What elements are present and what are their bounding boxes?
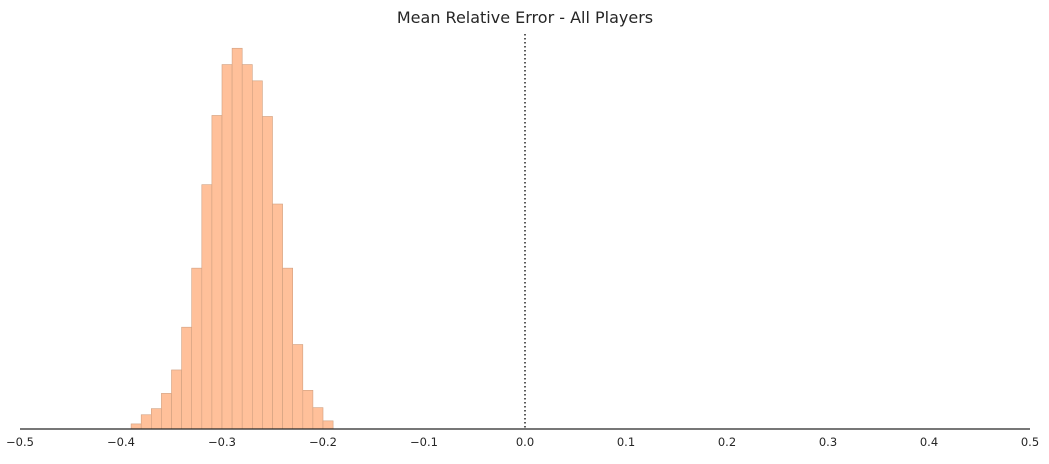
histogram-bar	[140, 414, 152, 430]
histogram-bar	[130, 423, 142, 430]
histogram-bar	[151, 408, 162, 430]
histogram-bar	[252, 80, 263, 430]
x-tick-label: 0.5	[1021, 435, 1039, 449]
histogram-bar	[171, 369, 182, 430]
histogram-bar	[191, 267, 203, 430]
histogram-bar	[161, 393, 172, 430]
histogram-bar	[322, 420, 334, 430]
histogram-bar	[312, 407, 324, 430]
x-tick-label: −0.4	[107, 435, 135, 449]
x-tick-label: 0.4	[920, 435, 938, 449]
x-tick-label: −0.2	[309, 435, 337, 449]
histogram-bar	[302, 390, 314, 430]
histogram-bar	[201, 184, 213, 430]
x-tick-label: −0.5	[6, 435, 34, 449]
histogram-bar	[272, 203, 283, 430]
histogram-bar	[231, 47, 243, 430]
x-tick-label: 0.1	[617, 435, 635, 449]
x-tick-label: 0.3	[819, 435, 837, 449]
x-tick-label: −0.3	[208, 435, 236, 449]
chart-title: Mean Relative Error - All Players	[397, 8, 653, 27]
histogram-bar	[262, 116, 273, 430]
histogram-bar	[292, 344, 304, 430]
histogram-bar	[221, 64, 233, 430]
histogram-bar	[282, 267, 294, 430]
x-tick-label: 0.2	[718, 435, 736, 449]
histogram-bar	[181, 326, 193, 430]
histogram-bars	[130, 47, 334, 430]
x-axis-ticks: −0.5 −0.4 −0.3 −0.2 −0.1 0.0 0.1 0.2 0.3 0.4 0.5	[6, 435, 1039, 449]
x-tick-label: 0.0	[516, 435, 534, 449]
histogram-bar	[241, 64, 253, 430]
histogram-bar	[211, 115, 223, 430]
x-tick-label: −0.1	[410, 435, 438, 449]
